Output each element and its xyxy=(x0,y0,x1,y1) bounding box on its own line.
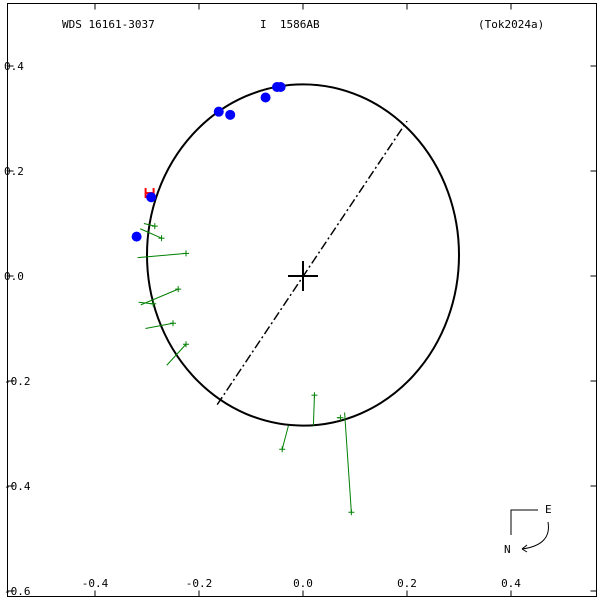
header-right: (Tok2024a) xyxy=(478,18,544,31)
observation-layer xyxy=(131,82,286,242)
y-tick-label: -0.6 xyxy=(4,585,31,598)
compass-frame xyxy=(510,509,538,535)
compass: E N xyxy=(504,503,552,556)
x-tick-label: 0.0 xyxy=(293,577,313,590)
residual-line xyxy=(145,322,174,329)
residual-line xyxy=(281,425,289,450)
observation-point xyxy=(260,92,271,103)
residual-line xyxy=(312,395,315,426)
observation-point xyxy=(225,109,236,120)
compass-north-label: N xyxy=(504,543,511,556)
residual-line xyxy=(140,228,162,239)
residual-line xyxy=(137,252,187,259)
residual-line xyxy=(140,288,179,306)
y-tick-label: 0.2 xyxy=(4,165,24,178)
x-tick-label: -0.2 xyxy=(186,577,213,590)
compass-east-label: E xyxy=(545,503,552,516)
observation-point xyxy=(131,231,142,242)
compass-arrow xyxy=(521,521,549,550)
residual-layer xyxy=(137,223,355,516)
orbit-ellipse xyxy=(146,83,460,427)
line-of-nodes xyxy=(216,120,408,406)
orbit-layer xyxy=(146,83,460,427)
x-tick-label: -0.4 xyxy=(82,577,109,590)
header-left: WDS 16161-3037 xyxy=(62,18,155,31)
residual-line xyxy=(344,412,352,513)
compass-arrowhead xyxy=(521,544,528,553)
y-tick-label: 0.4 xyxy=(4,60,24,73)
y-tick-label: -0.2 xyxy=(4,375,31,388)
observation-point xyxy=(213,106,224,117)
x-tick-label: 0.2 xyxy=(397,577,417,590)
header-middle: I 1586AB xyxy=(260,18,320,31)
plot-frame xyxy=(7,3,597,597)
y-tick-label: -0.4 xyxy=(4,480,31,493)
observation-point xyxy=(146,192,157,203)
observation-point xyxy=(275,82,286,92)
residual-line xyxy=(166,343,187,366)
y-tick-label: 0.0 xyxy=(4,270,24,283)
x-tick-label: 0.4 xyxy=(501,577,521,590)
axis-ticks: -0.4 -0.2 0.0 0.2 0.4 0.4 0.2 0.0 -0.2 -0.4 -0.6 xyxy=(4,3,597,598)
